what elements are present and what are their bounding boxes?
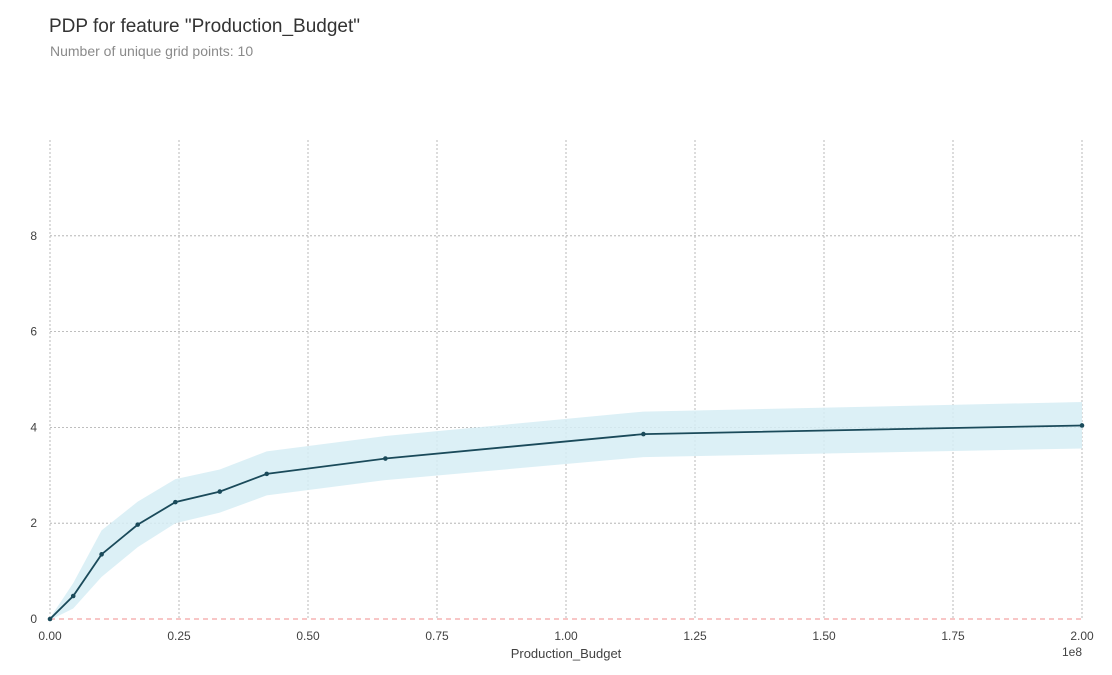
pdp-point (217, 489, 223, 494)
confidence-band-group (50, 402, 1082, 620)
x-tick-label: 0.25 (167, 629, 191, 643)
pdp-point (135, 522, 141, 527)
x-axis-label: Production_Budget (511, 646, 622, 661)
pdp-point (47, 616, 53, 622)
pdp-point (383, 456, 388, 461)
pdp-point (641, 431, 646, 437)
chart-subtitle: Number of unique grid points: 10 (50, 43, 254, 59)
pdp-line (49, 424, 1083, 620)
pdp-point (70, 593, 76, 599)
x-tick-labels: 0.00 0.25 0.50 0.75 1.00 1.25 1.50 1.75 2.00 (38, 629, 1094, 643)
x-tick-label: 1.25 (683, 629, 707, 643)
x-tick-label: 1.75 (941, 629, 965, 643)
pdp-series-group (47, 423, 1085, 622)
pdp-point (264, 471, 270, 477)
y-tick-label: 0 (30, 612, 37, 626)
pdp-point (1079, 423, 1085, 428)
y-tick-label: 6 (30, 325, 37, 339)
x-tick-label: 1.50 (812, 629, 836, 643)
pdp-point (173, 499, 178, 505)
y-tick-label: 4 (30, 420, 37, 434)
chart-title: PDP for feature "Production_Budget" (49, 16, 360, 37)
x-tick-label: 1.00 (554, 629, 578, 643)
pdp-point (99, 552, 104, 557)
y-tick-label: 2 (30, 516, 37, 530)
confidence-band (50, 402, 1082, 620)
y-tick-label: 8 (30, 229, 37, 243)
x-offset-label: 1e8 (1062, 645, 1082, 659)
x-tick-label: 0.00 (38, 629, 62, 643)
x-tick-label: 0.75 (425, 629, 449, 643)
x-tick-label: 2.00 (1070, 629, 1094, 643)
y-tick-labels: 0 2 4 6 8 (30, 229, 37, 626)
x-tick-label: 0.50 (296, 629, 320, 643)
grid-lines (49, 140, 1083, 619)
